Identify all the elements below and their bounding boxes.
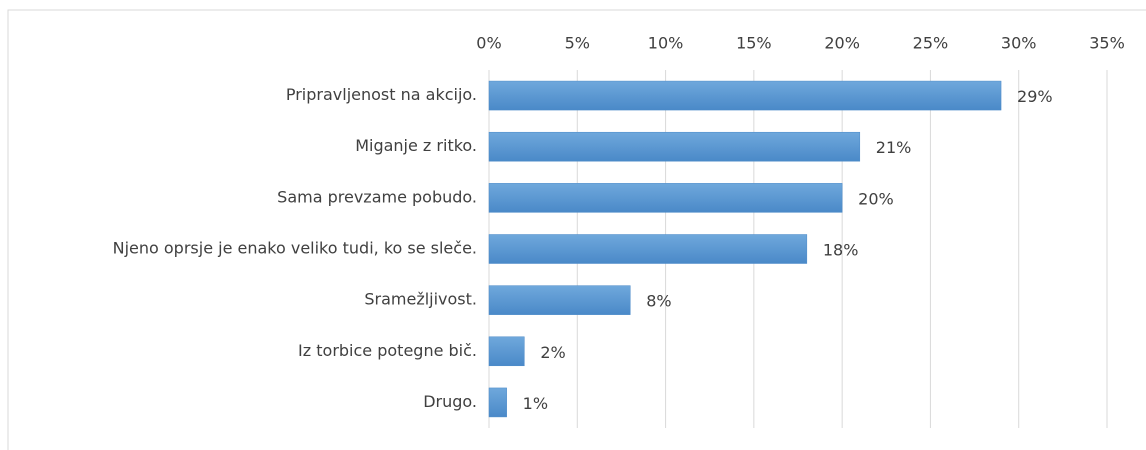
data-label: 21%	[876, 138, 912, 157]
y-tick-label: Drugo.	[423, 392, 477, 411]
y-tick-label: Njeno oprsje je enako veliko tudi, ko se…	[113, 239, 477, 258]
y-tick-label: Iz torbice potegne bič.	[298, 341, 477, 360]
chart-border	[7, 9, 1146, 450]
bar	[488, 131, 861, 162]
bar	[488, 183, 843, 213]
bar	[488, 387, 507, 418]
x-tick-label: 10%	[648, 34, 684, 53]
x-tick-label: 5%	[565, 34, 590, 53]
bar	[488, 336, 525, 367]
x-tick-label: 0%	[476, 34, 501, 53]
x-tick-label: 35%	[1089, 34, 1125, 53]
data-label: 8%	[646, 292, 671, 311]
y-tick-label: Sramežljivost.	[364, 290, 477, 309]
x-tick-label: 15%	[736, 34, 772, 53]
x-tick-label: 25%	[913, 34, 949, 53]
plot	[488, 80, 1002, 418]
x-tick-label: 20%	[824, 34, 860, 53]
x-tick-label: 30%	[1001, 34, 1037, 53]
bar	[488, 285, 631, 315]
data-label: 2%	[540, 343, 565, 362]
data-label: 18%	[823, 241, 859, 260]
data-label: 29%	[1017, 87, 1053, 106]
bar	[488, 80, 1002, 111]
y-tick-label: Pripravljenost na akcijo.	[286, 85, 477, 104]
y-tick-label: Miganje z ritko.	[355, 136, 477, 155]
data-label: 20%	[858, 189, 894, 208]
y-tick-label: Sama prevzame pobudo.	[277, 187, 477, 206]
bar	[488, 234, 808, 264]
data-label: 1%	[523, 394, 548, 413]
